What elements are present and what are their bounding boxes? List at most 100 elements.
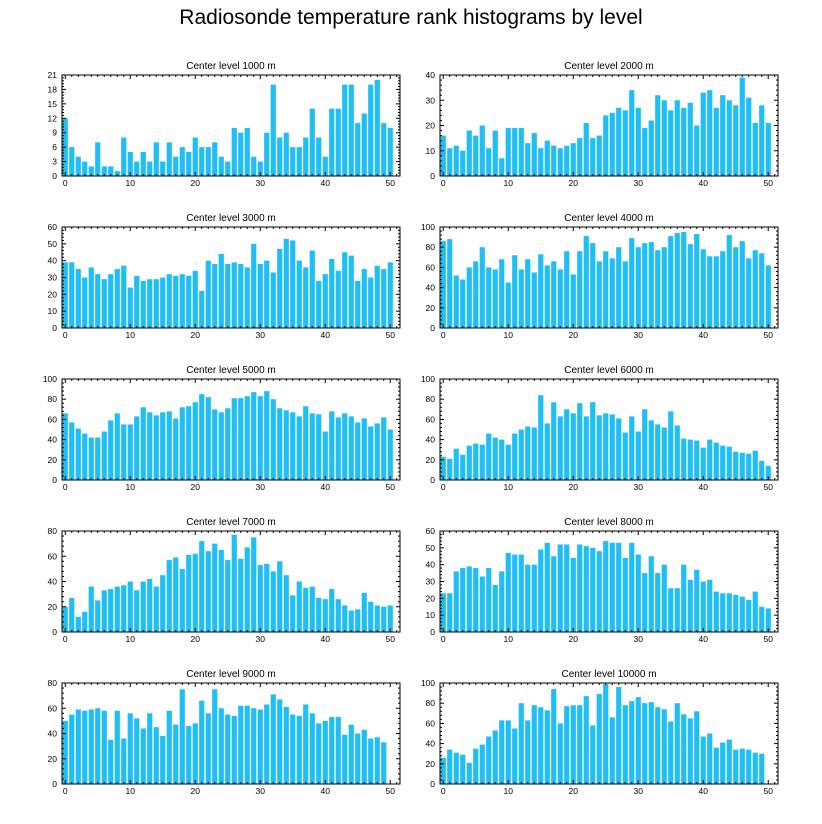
bar [225,161,231,176]
y-tick-label: 40 [426,560,436,570]
histogram-panel-9: Center level 9000 m 0 10 20 30 40 50 0 20 40 60 80 [48,669,401,796]
bar [499,158,505,176]
bar [257,396,263,480]
bar [140,728,146,784]
bar [329,717,335,784]
y-tick-label: 80 [48,678,58,688]
bar [309,413,315,480]
bar [82,433,88,480]
bar [173,275,179,328]
bar [244,127,250,176]
y-tick-label: 50 [48,239,58,249]
bar [361,113,367,176]
bar [759,753,765,784]
bar [596,261,602,328]
bar [518,429,524,480]
x-tick-label: 30 [634,330,644,340]
bar [257,709,263,784]
bar [544,710,550,784]
bar [335,108,341,176]
bar [609,258,615,328]
y-tick-label: 21 [48,70,58,80]
bar [700,249,706,328]
bar [264,704,270,784]
bar [231,398,237,480]
bar [108,274,114,328]
y-tick-label: 60 [426,414,436,424]
bar [765,265,771,328]
bar [127,287,133,328]
bar [551,145,557,176]
bar [453,571,459,632]
bar [205,397,211,480]
bar [473,748,479,784]
bar [374,737,380,784]
bar [525,259,531,328]
bar [134,718,140,784]
bar [75,709,81,784]
y-tick-label: 60 [48,414,58,424]
bar [179,568,185,633]
bar [244,705,250,784]
bar [342,605,348,632]
bar [453,275,459,328]
bar [173,156,179,176]
y-tick-label: 10 [48,306,58,316]
y-tick-label: 40 [426,435,436,445]
y-tick-label: 20 [426,455,436,465]
bar [95,437,101,480]
y-tick-label: 20 [426,121,436,131]
y-tick-label: 100 [421,222,435,232]
x-tick-label: 20 [191,482,201,492]
bar [687,718,693,784]
bar [374,79,380,176]
bar [316,137,322,176]
y-tick-label: 20 [48,754,58,764]
bar [642,409,648,480]
bar [687,579,693,632]
x-tick-label: 50 [386,178,396,188]
bar [296,581,302,632]
bar [166,142,172,176]
bar [69,147,75,176]
x-tick-label: 20 [569,786,579,796]
bar [283,238,289,328]
bar [225,408,231,480]
bar [733,749,739,784]
bar [95,142,101,176]
histogram-panel-4: Center level 4000 m 0 10 20 30 40 50 0 20 40 60 80 1… [421,213,779,340]
bar [720,593,726,632]
bar [160,161,166,176]
bar [231,262,237,328]
bar [69,422,75,480]
bar [648,120,654,176]
histogram-panel-8: Center level 8000 m 0 10 20 30 40 50 0 10 20 30 40 5… [426,517,779,644]
bar [492,130,498,176]
bar [752,591,758,632]
bar [544,140,550,176]
bar [173,724,179,784]
page-title: Radiosonde temperature rank histograms b… [179,6,643,29]
bar [134,590,140,632]
bar [69,262,75,328]
bar [342,413,348,480]
bar [499,720,505,784]
bar [368,738,374,784]
bar [473,443,479,480]
bar [512,728,518,784]
bar [108,166,114,176]
bar [381,269,387,328]
bar [538,549,544,632]
x-tick-label: 30 [256,482,266,492]
bar [505,282,511,328]
bar [466,762,472,784]
bar [238,264,244,328]
bar [759,460,765,480]
bar [160,736,166,784]
bar [309,713,315,784]
bar [309,586,315,632]
bar [264,563,270,632]
x-tick-label: 40 [321,482,331,492]
bar [283,132,289,176]
bar [733,594,739,632]
